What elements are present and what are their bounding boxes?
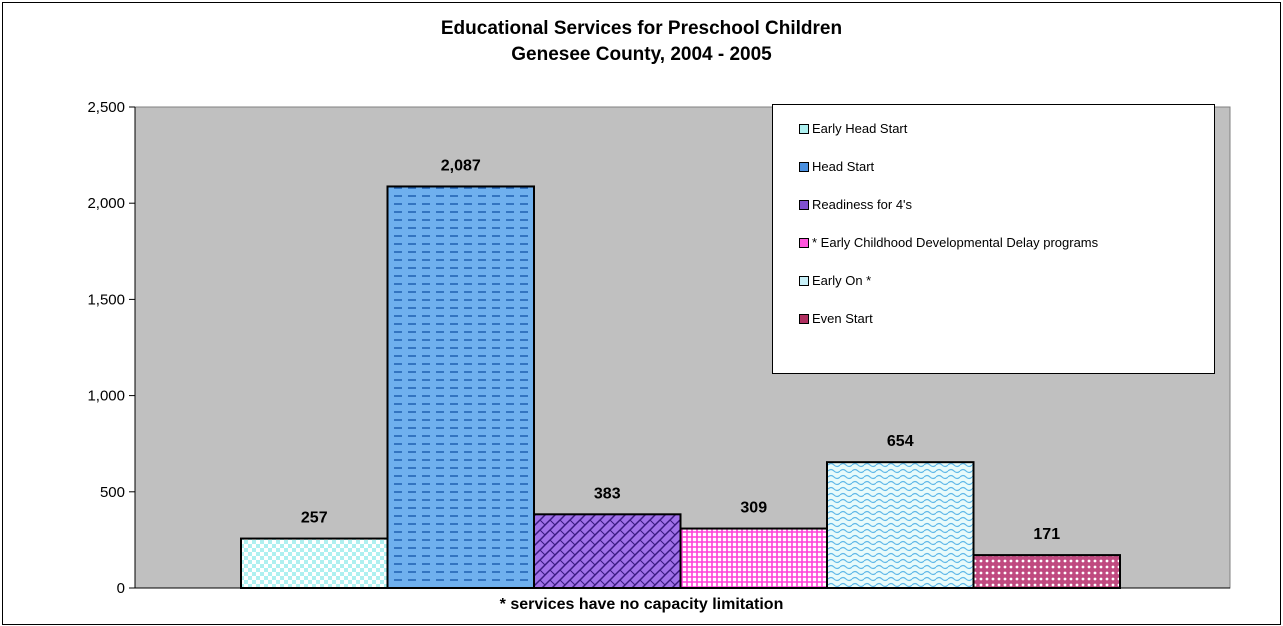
bar xyxy=(386,185,535,589)
legend-item: Head Start xyxy=(799,159,874,174)
data-label: 383 xyxy=(594,485,621,502)
bars-group xyxy=(240,185,1121,590)
legend-item: Early Head Start xyxy=(799,121,907,136)
y-tick-label: 0 xyxy=(117,580,125,597)
data-label: 257 xyxy=(301,510,328,527)
legend-swatch xyxy=(799,199,809,210)
y-tick-label: 1,500 xyxy=(87,291,125,308)
y-tick-label: 1,000 xyxy=(87,388,125,405)
legend-label: Early On * xyxy=(812,273,872,288)
y-tick-label: 2,500 xyxy=(87,99,125,116)
bar xyxy=(826,461,975,590)
bar xyxy=(972,554,1121,590)
chart-title: Educational Services for Preschool Child… xyxy=(440,18,843,39)
legend-swatch xyxy=(799,275,809,286)
y-tick-label: 2,000 xyxy=(87,195,125,212)
data-label: 171 xyxy=(1033,526,1060,543)
legend-label: Even Start xyxy=(812,311,873,326)
legend-item: Early On * xyxy=(799,273,871,288)
legend-label: Early Head Start xyxy=(812,121,908,136)
bar xyxy=(533,513,682,589)
data-label: 309 xyxy=(740,500,767,517)
legend-swatch xyxy=(799,313,809,324)
y-tick-label: 500 xyxy=(100,484,125,501)
legend-label: * Early Childhood Developmental Delay pr… xyxy=(812,235,1099,250)
legend-item: * Early Childhood Developmental Delay pr… xyxy=(799,235,1098,250)
data-label: 2,087 xyxy=(441,157,481,174)
legend-item: Even Start xyxy=(799,311,873,326)
legend-swatch xyxy=(799,123,809,134)
y-axis: 0 500 1,000 1,500 2,000 2,500 xyxy=(87,99,135,597)
legend-swatch xyxy=(799,237,809,248)
data-label: 654 xyxy=(887,433,914,450)
x-axis-label: * services have no capacity limitation xyxy=(499,596,784,613)
data-labels-group: 257 2,087 383 309 654 171 xyxy=(301,157,1060,543)
legend-swatch xyxy=(799,161,809,172)
legend-label: Readiness for 4's xyxy=(812,197,913,212)
legend-item: Readiness for 4's xyxy=(799,197,912,212)
bar xyxy=(240,537,389,590)
legend-label: Head Start xyxy=(812,159,875,174)
chart-subtitle: Genesee County, 2004 - 2005 xyxy=(511,44,772,65)
bar xyxy=(679,527,828,589)
legend: Early Head Start Head Start Readiness for … xyxy=(772,104,1215,374)
